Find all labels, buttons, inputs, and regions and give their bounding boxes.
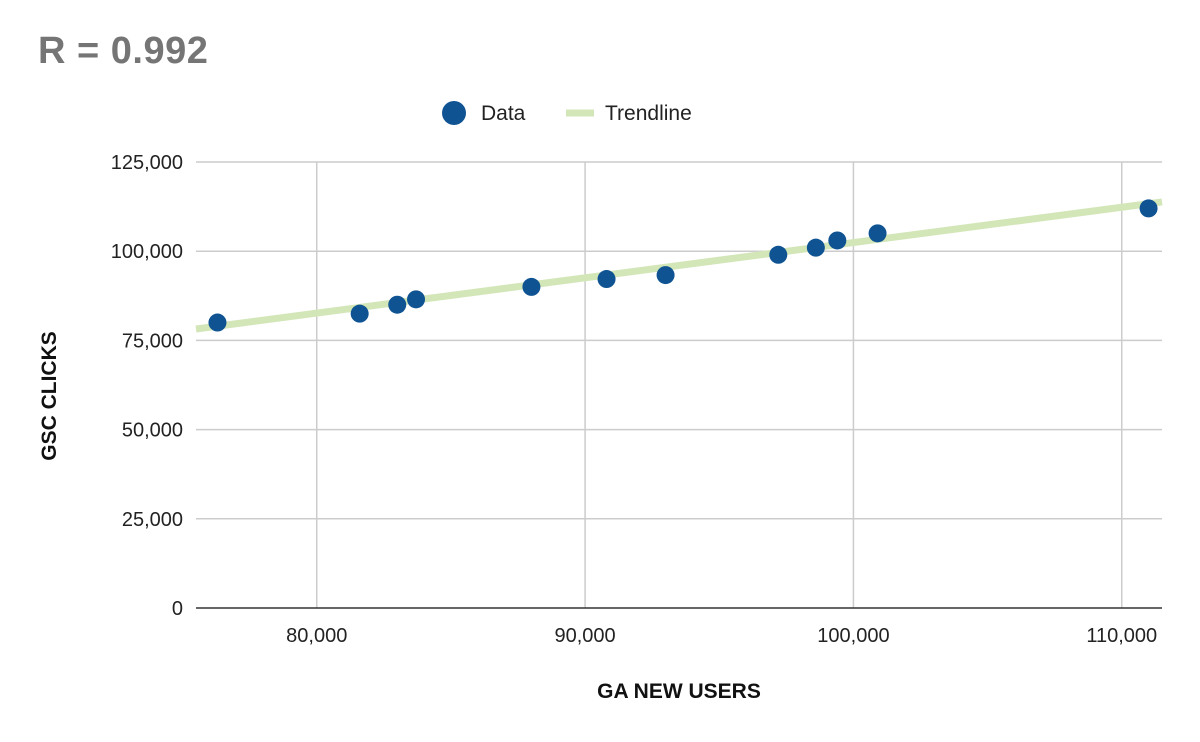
data-point	[388, 295, 407, 314]
y-tick-label: 50,000	[122, 420, 183, 442]
y-tick-label: 75,000	[122, 330, 183, 352]
data-point	[350, 304, 369, 323]
chart-title: R = 0.992	[38, 30, 209, 72]
grid-lines	[196, 161, 1162, 608]
y-axis-ticks: 0 25,000 50,000 75,000 100,000 125,000	[111, 152, 183, 620]
y-tick-label: 100,000	[111, 241, 183, 263]
data-point	[769, 245, 788, 264]
data-point	[828, 231, 847, 250]
x-tick-label: 100,000	[817, 625, 889, 647]
x-tick-label: 80,000	[286, 625, 347, 647]
y-tick-label: 125,000	[111, 152, 183, 174]
data-point	[1139, 199, 1158, 218]
x-axis-ticks: 80,000 90,000 100,000 110,000	[286, 625, 1157, 647]
y-tick-label: 0	[172, 598, 183, 620]
legend-trendline-label: Trendline	[605, 102, 692, 125]
data-point	[868, 224, 887, 243]
x-tick-label: 110,000	[1086, 625, 1157, 647]
data-point	[522, 277, 541, 296]
y-axis-title: GSC CLICKS	[38, 331, 61, 461]
legend: Data Trendline	[442, 101, 692, 125]
data-point	[407, 290, 426, 309]
legend-data-marker	[442, 101, 466, 125]
x-tick-label: 90,000	[554, 625, 615, 647]
data-point	[597, 270, 616, 289]
data-points	[208, 199, 1158, 332]
trendline-layer	[195, 198, 1163, 333]
legend-data-label: Data	[481, 102, 526, 125]
x-axis-title: GA NEW USERS	[597, 680, 761, 703]
data-point	[806, 238, 825, 257]
data-point	[656, 266, 675, 285]
trendline	[195, 198, 1163, 333]
y-tick-label: 25,000	[122, 509, 183, 531]
data-point	[208, 313, 227, 332]
